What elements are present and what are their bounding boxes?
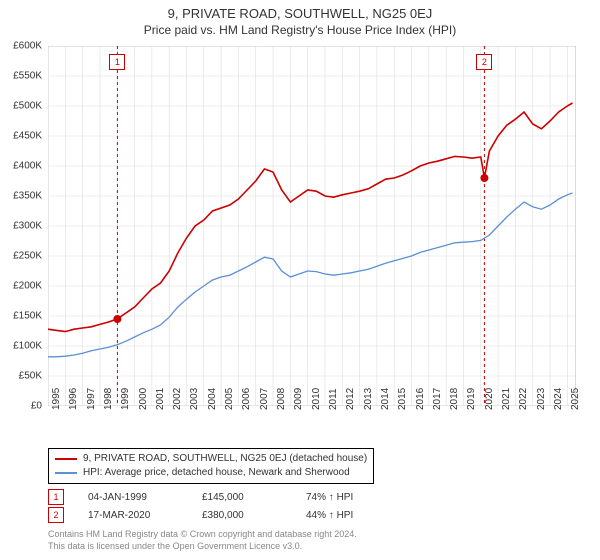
x-tick-label: 1997 <box>86 388 97 410</box>
marker-pct-2: 44% ↑ HPI <box>306 510 353 521</box>
y-tick-label: £400K <box>13 161 42 172</box>
y-tick-label: £250K <box>13 251 42 262</box>
x-tick-label: 2011 <box>328 388 339 410</box>
x-tick-label: 2004 <box>207 388 218 410</box>
y-tick-label: £450K <box>13 131 42 142</box>
x-tick-label: 2021 <box>501 388 512 410</box>
legend-label-hpi: HPI: Average price, detached house, Newa… <box>83 466 350 480</box>
y-tick-label: £200K <box>13 281 42 292</box>
y-tick-label: £0 <box>31 401 42 412</box>
marker-date-2: 17-MAR-2020 <box>88 510 178 521</box>
marker-num-2: 2 <box>53 510 58 520</box>
x-tick-label: 2022 <box>518 388 529 410</box>
x-tick-label: 2002 <box>172 388 183 410</box>
x-tick-label: 2009 <box>293 388 304 410</box>
marker-date-1: 04-JAN-1999 <box>88 492 178 503</box>
chart-title: 9, PRIVATE ROAD, SOUTHWELL, NG25 0EJ <box>0 0 600 21</box>
x-tick-label: 2024 <box>553 388 564 410</box>
x-tick-label: 2006 <box>241 388 252 410</box>
chart-container: 9, PRIVATE ROAD, SOUTHWELL, NG25 0EJ Pri… <box>0 0 600 560</box>
marker-pct-1: 74% ↑ HPI <box>306 492 353 503</box>
marker-flag-2: 2 <box>476 54 492 70</box>
chart-area: £0£50K£100K£150K£200K£250K£300K£350K£400… <box>48 46 576 406</box>
legend-swatch-hpi <box>55 472 77 474</box>
x-tick-label: 2001 <box>155 388 166 410</box>
x-tick-label: 2019 <box>466 388 477 410</box>
footnote-line-2: This data is licensed under the Open Gov… <box>48 540 357 552</box>
markers-table: 1 04-JAN-1999 £145,000 74% ↑ HPI 2 17-MA… <box>48 488 353 524</box>
x-tick-label: 1996 <box>68 388 79 410</box>
x-tick-label: 2018 <box>449 388 460 410</box>
x-tick-label: 2005 <box>224 388 235 410</box>
x-tick-label: 2020 <box>484 388 495 410</box>
legend-swatch-property <box>55 458 77 460</box>
legend: 9, PRIVATE ROAD, SOUTHWELL, NG25 0EJ (de… <box>48 448 374 484</box>
marker-price-1: £145,000 <box>202 492 282 503</box>
x-tick-label: 1999 <box>120 388 131 410</box>
footnote-line-1: Contains HM Land Registry data © Crown c… <box>48 528 357 540</box>
marker-flag-1: 1 <box>109 54 125 70</box>
x-tick-label: 2013 <box>363 388 374 410</box>
y-tick-label: £150K <box>13 311 42 322</box>
marker-box-1: 1 <box>48 489 64 505</box>
x-tick-label: 2025 <box>570 388 581 410</box>
marker-price-2: £380,000 <box>202 510 282 521</box>
marker-row-1: 1 04-JAN-1999 £145,000 74% ↑ HPI <box>48 488 353 506</box>
y-tick-label: £50K <box>19 371 42 382</box>
x-tick-label: 2008 <box>276 388 287 410</box>
x-tick-label: 2003 <box>189 388 200 410</box>
x-tick-label: 2017 <box>432 388 443 410</box>
legend-label-property: 9, PRIVATE ROAD, SOUTHWELL, NG25 0EJ (de… <box>83 452 367 466</box>
chart-svg <box>48 46 576 406</box>
marker-box-2: 2 <box>48 507 64 523</box>
chart-subtitle: Price paid vs. HM Land Registry's House … <box>0 21 600 41</box>
x-tick-label: 2007 <box>259 388 270 410</box>
legend-item-hpi: HPI: Average price, detached house, Newa… <box>55 466 367 480</box>
x-tick-label: 2016 <box>415 388 426 410</box>
y-tick-label: £300K <box>13 221 42 232</box>
x-tick-label: 2010 <box>311 388 322 410</box>
legend-item-property: 9, PRIVATE ROAD, SOUTHWELL, NG25 0EJ (de… <box>55 452 367 466</box>
y-tick-label: £550K <box>13 71 42 82</box>
x-tick-label: 2014 <box>380 388 391 410</box>
x-tick-label: 2012 <box>345 388 356 410</box>
y-tick-label: £600K <box>13 41 42 52</box>
x-tick-label: 2000 <box>138 388 149 410</box>
y-tick-label: £500K <box>13 101 42 112</box>
marker-num-1: 1 <box>53 492 58 502</box>
y-tick-label: £350K <box>13 191 42 202</box>
x-tick-label: 2015 <box>397 388 408 410</box>
x-tick-label: 2023 <box>536 388 547 410</box>
x-tick-label: 1998 <box>103 388 114 410</box>
x-tick-label: 1995 <box>51 388 62 410</box>
y-tick-label: £100K <box>13 341 42 352</box>
footnote: Contains HM Land Registry data © Crown c… <box>48 528 357 552</box>
marker-row-2: 2 17-MAR-2020 £380,000 44% ↑ HPI <box>48 506 353 524</box>
